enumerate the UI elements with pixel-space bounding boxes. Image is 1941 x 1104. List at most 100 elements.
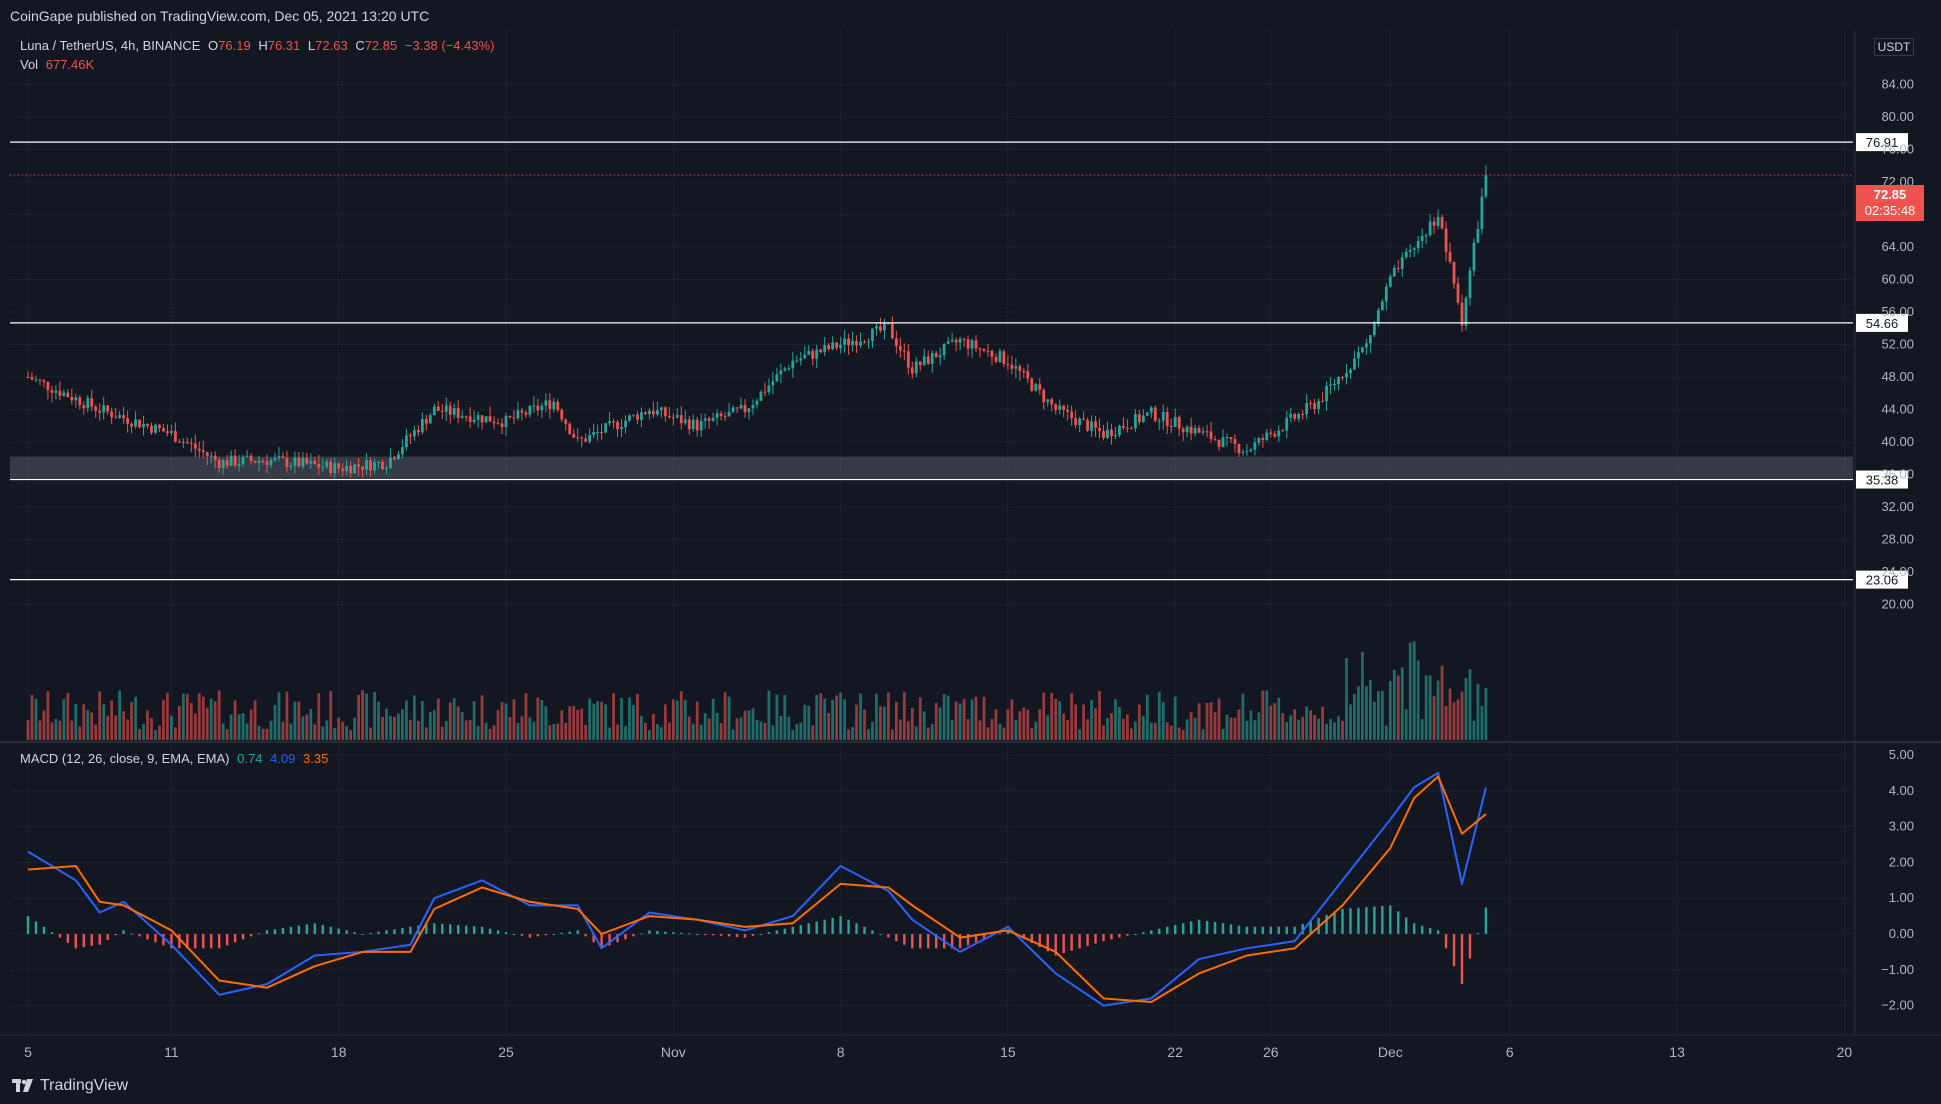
volume-bar — [1416, 660, 1420, 740]
tradingview-logo[interactable]: TradingView — [12, 1077, 128, 1095]
volume-bar — [1169, 725, 1173, 740]
volume-bar — [345, 726, 349, 740]
candle-body — [1333, 384, 1336, 386]
unit-badge[interactable]: USDT — [1874, 38, 1914, 56]
change-value: −3.38 (−4.43%) — [404, 38, 495, 53]
candle-body — [54, 390, 58, 393]
volume-bar — [106, 715, 110, 740]
volume-bar — [596, 701, 600, 740]
volume-bar — [353, 717, 357, 740]
candle-body — [245, 455, 249, 457]
volume-bar — [1329, 719, 1332, 740]
macd-histogram-bar — [815, 921, 818, 934]
current-price-value: 72.85 — [1873, 187, 1907, 202]
candle-body — [994, 356, 998, 362]
volume-bar — [958, 703, 962, 740]
macd-histogram-bar — [401, 928, 404, 934]
volume-bar — [492, 725, 496, 740]
price-tick-label: 52.00 — [1881, 337, 1914, 352]
macd-histogram-bar — [895, 934, 898, 942]
candle-body — [1126, 427, 1129, 429]
level-label-box — [1856, 470, 1908, 489]
candle-body — [1305, 403, 1309, 415]
candle-body — [548, 400, 552, 410]
macd-histogram-bar — [560, 932, 563, 934]
macd-histogram-bar — [1468, 934, 1472, 959]
volume-bar — [1090, 700, 1093, 740]
time-tick-label: 6 — [1506, 1044, 1514, 1060]
volume-bar — [444, 720, 448, 740]
candle-body — [30, 377, 34, 380]
macd-histogram-bar — [210, 934, 213, 949]
candle-body — [879, 326, 882, 331]
candle-body — [257, 460, 261, 463]
candle-body — [154, 424, 157, 433]
candle-body — [1169, 426, 1173, 428]
volume-bar — [739, 717, 743, 740]
volume-bar — [317, 693, 321, 740]
candle-body — [361, 466, 364, 470]
volume-bar — [420, 700, 424, 740]
volume-bar — [1026, 709, 1030, 740]
macd-histogram-bar — [664, 931, 667, 934]
macd-histogram-bar — [1381, 905, 1384, 934]
candle-body — [424, 419, 428, 424]
volume-bar — [452, 698, 456, 740]
candle-body — [301, 457, 305, 467]
candle-body — [576, 437, 580, 439]
candle-body — [221, 460, 225, 469]
candle-body — [1444, 228, 1448, 252]
macd-histogram-bar — [257, 933, 261, 935]
candle-body — [265, 461, 269, 465]
candle-body — [779, 370, 783, 375]
candle-body — [409, 435, 412, 437]
volume-bar — [229, 714, 233, 740]
candle-body — [217, 459, 221, 469]
candle-body — [1078, 418, 1081, 426]
volume-bar — [1161, 702, 1165, 740]
macd-histogram-bar — [927, 934, 930, 949]
volume-bar — [158, 725, 161, 740]
candle-body — [1424, 235, 1428, 237]
macd-histogram-bar — [82, 934, 85, 948]
time-tick-label: Dec — [1378, 1044, 1403, 1060]
volume-bar — [914, 726, 918, 740]
candle-body — [835, 342, 839, 348]
candle-body — [998, 351, 1002, 362]
macd-histogram-bar — [616, 934, 619, 943]
volume-bar — [365, 693, 368, 740]
candle-body — [134, 419, 137, 427]
macd-histogram-bar — [233, 934, 237, 943]
volume-legend: Vol 677.46K — [20, 57, 98, 72]
macd-histogram-bar — [711, 934, 715, 936]
candle-body — [365, 460, 368, 470]
volume-bar — [731, 729, 735, 740]
candle-body — [1090, 421, 1093, 431]
candle-body — [1102, 431, 1105, 438]
volume-bar — [1384, 725, 1388, 740]
candle-body — [484, 416, 488, 423]
candle-body — [675, 415, 679, 418]
candle-body — [1472, 242, 1476, 271]
macd-histogram-bar — [911, 934, 914, 949]
volume-bar — [233, 700, 237, 740]
horizontal-levels[interactable]: 76.91 54.66 35.38 23.06 — [10, 133, 1908, 589]
macd-histogram-bar — [225, 934, 229, 946]
volume-bar — [209, 698, 213, 740]
candle-body — [982, 348, 986, 351]
candle-body — [1233, 439, 1237, 445]
candle-body — [1245, 451, 1249, 453]
volume-bar — [1269, 705, 1273, 740]
volume-bar — [177, 705, 181, 740]
volume-bar — [1002, 727, 1006, 740]
candle-body — [1074, 418, 1078, 426]
candle-body — [1114, 434, 1117, 437]
macd-histogram-bar — [488, 928, 492, 934]
volume-bar — [548, 725, 552, 740]
candle-body — [138, 419, 141, 428]
volume-bar — [1392, 669, 1396, 740]
time-tick-label: 11 — [164, 1044, 179, 1060]
candle-body — [731, 407, 735, 412]
volume-bar — [1189, 712, 1193, 740]
